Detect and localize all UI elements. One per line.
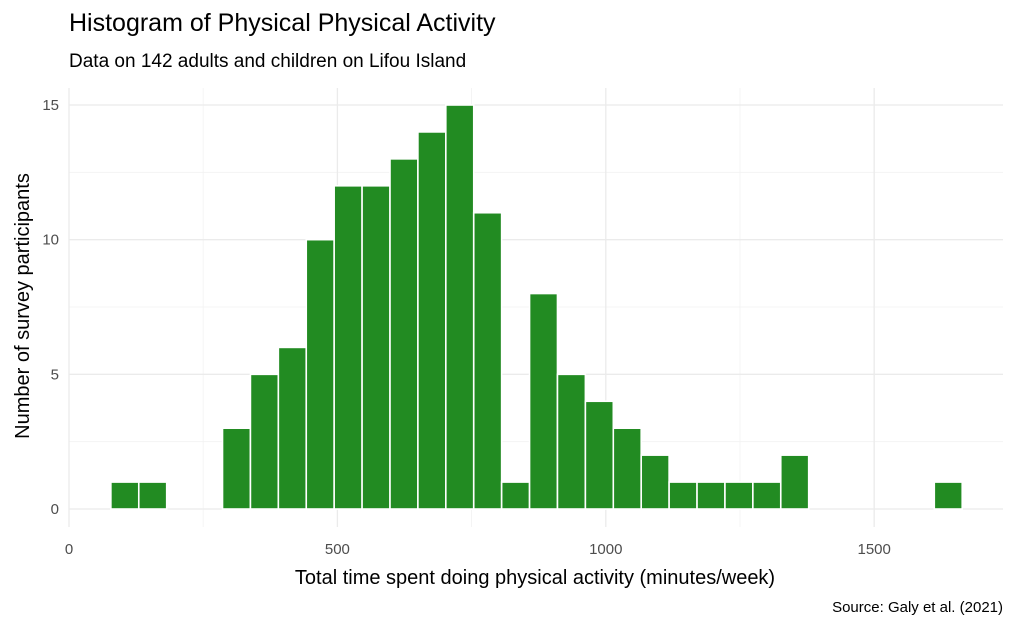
chart-subtitle: Data on 142 adults and children on Lifou… <box>69 51 466 72</box>
y-axis-title: Number of survey participants <box>12 173 34 439</box>
tick-labels: 0 500 1000 1500 0 5 10 15 <box>42 97 891 558</box>
histogram-bar <box>249 373 280 510</box>
x-axis-title: Total time spent doing physical activity… <box>295 567 775 589</box>
x-tick-label: 1000 <box>589 541 622 558</box>
histogram-bar <box>556 373 587 510</box>
histogram-bar <box>933 481 964 510</box>
histogram-bar <box>500 481 531 510</box>
histogram-bar <box>305 238 335 510</box>
histogram-bars <box>110 104 964 510</box>
histogram-bar <box>612 427 643 510</box>
chart-caption: Source: Galy et al. (2021) <box>832 599 1003 616</box>
histogram-bar <box>668 481 698 510</box>
histogram-bar <box>528 292 559 510</box>
histogram-bar <box>472 211 503 510</box>
y-tick-label: 15 <box>42 97 59 114</box>
histogram-bar <box>389 158 419 510</box>
histogram-bar <box>361 185 391 510</box>
histogram-bar <box>333 185 363 510</box>
x-tick-label: 1500 <box>857 541 890 558</box>
histogram-bar <box>752 481 782 510</box>
histogram-bar <box>724 481 754 510</box>
histogram-bar <box>277 346 308 510</box>
histogram-bar <box>417 131 447 510</box>
y-tick-label: 0 <box>51 501 59 518</box>
histogram-bar <box>584 400 615 510</box>
histogram-bar <box>779 454 810 510</box>
x-tick-label: 0 <box>65 541 73 558</box>
histogram-bar <box>445 104 475 510</box>
y-tick-label: 5 <box>51 366 59 383</box>
histogram-bar <box>137 481 168 510</box>
histogram-bar <box>221 427 252 510</box>
chart-title: Histogram of Physical Physical Activity <box>69 9 496 37</box>
histogram-bar <box>110 481 140 510</box>
histogram-bar <box>640 454 670 510</box>
x-tick-label: 500 <box>325 541 350 558</box>
y-tick-label: 10 <box>42 232 59 249</box>
histogram-bar <box>696 481 726 510</box>
